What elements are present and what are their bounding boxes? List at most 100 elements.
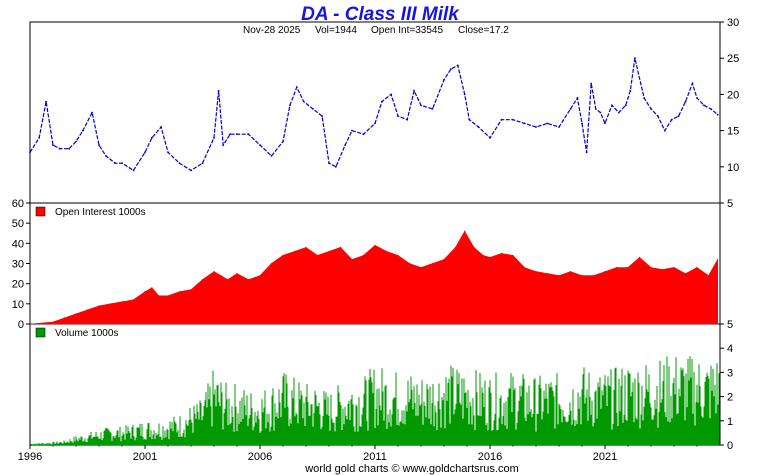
- stat-volume: Vol=1944: [315, 25, 357, 36]
- price-point: [468, 118, 471, 121]
- open-interest-point: [500, 252, 503, 254]
- open-interest-point: [270, 262, 273, 265]
- price-point: [390, 93, 392, 96]
- open-interest-point: [638, 256, 641, 258]
- open-interest-point: [558, 275, 560, 277]
- open-interest-point: [98, 305, 100, 307]
- open-interest-point: [86, 309, 89, 311]
- open-interest-point: [158, 295, 160, 297]
- price-point: [629, 89, 632, 92]
- price-point: [282, 140, 284, 143]
- price-point: [696, 97, 698, 99]
- price-point: [59, 147, 61, 150]
- price-point: [259, 144, 261, 147]
- open-interest-point: [328, 250, 330, 252]
- price-point: [178, 162, 181, 165]
- open-interest-point: [717, 258, 719, 261]
- price-point: [634, 57, 636, 60]
- open-interest-point: [546, 273, 549, 275]
- open-interest-point: [627, 266, 629, 269]
- price-point: [132, 169, 135, 172]
- price-point: [489, 136, 491, 139]
- price-point: [121, 162, 123, 165]
- open-interest-left-tick-label: 20: [12, 279, 24, 291]
- price-point: [523, 122, 526, 125]
- price-point: [38, 136, 41, 139]
- price-point: [289, 104, 291, 107]
- price-right-tick-label: 10: [727, 162, 739, 174]
- x-tick-label: 2011: [363, 451, 387, 463]
- open-interest-point: [661, 269, 664, 271]
- open-interest-point: [385, 250, 388, 252]
- x-tick-label: 1996: [18, 451, 42, 463]
- price-point: [217, 89, 220, 92]
- price-point: [581, 122, 583, 125]
- price-point: [576, 97, 579, 99]
- open-interest-point: [581, 275, 583, 277]
- price-point: [381, 100, 383, 103]
- open-interest-point: [696, 266, 698, 269]
- open-interest-point: [339, 246, 342, 248]
- volume-right-tick-label: 2: [727, 392, 733, 404]
- price-point: [362, 133, 365, 136]
- open-interest-point: [144, 291, 146, 293]
- price-point: [604, 122, 606, 125]
- open-interest-point: [247, 279, 250, 281]
- price-point: [151, 136, 153, 139]
- open-interest-left-tick-label: 30: [12, 259, 24, 271]
- price-point: [590, 82, 593, 85]
- price-point: [512, 118, 514, 121]
- price-point: [703, 104, 705, 107]
- price-point: [406, 118, 409, 121]
- open-interest-point: [443, 258, 445, 261]
- open-interest-point: [454, 246, 457, 248]
- open-interest-point: [362, 254, 365, 256]
- open-interest-point: [374, 244, 376, 246]
- price-point: [558, 126, 560, 128]
- open-interest-point: [592, 275, 595, 277]
- price-point: [98, 144, 100, 147]
- chart-title: DA - Class III Milk: [301, 4, 460, 25]
- price-point: [114, 162, 116, 165]
- open-interest-point: [523, 266, 526, 269]
- price-point: [52, 144, 54, 147]
- x-tick-label: 2016: [478, 451, 502, 463]
- volume-series-group: [30, 356, 720, 445]
- price-point: [650, 108, 652, 110]
- price-point: [201, 162, 204, 165]
- price-point: [670, 118, 673, 121]
- price-point: [477, 126, 480, 128]
- stat-close: Close=17.2: [458, 25, 509, 36]
- open-interest-point: [132, 299, 135, 301]
- stat-date: Nov-28 2025: [243, 25, 301, 36]
- open-interest-point: [650, 266, 652, 269]
- price-point: [599, 111, 602, 114]
- price-point: [594, 108, 597, 110]
- price-series-group: [29, 57, 719, 172]
- price-point: [677, 115, 680, 117]
- open-interest-point: [684, 273, 687, 275]
- price-right-tick-label: 15: [727, 126, 739, 138]
- price-point: [321, 115, 323, 117]
- open-interest-point: [482, 254, 484, 256]
- open-interest-legend-swatch: [35, 206, 46, 217]
- price-right-tick-label: 5: [727, 198, 733, 210]
- open-interest-point: [213, 271, 215, 273]
- price-point: [247, 133, 250, 136]
- open-interest-point: [236, 273, 238, 275]
- open-interest-point: [351, 258, 353, 261]
- open-interest-point: [464, 230, 466, 232]
- price-point: [295, 86, 298, 89]
- open-interest-point: [220, 275, 222, 277]
- price-point: [569, 108, 572, 110]
- open-interest-point: [604, 271, 606, 273]
- volume-right-tick-label: 4: [727, 343, 733, 355]
- open-interest-left-tick-label: 40: [12, 238, 24, 250]
- open-interest-point: [316, 254, 319, 256]
- price-point: [328, 162, 330, 165]
- price-panel: [29, 21, 721, 204]
- stat-open-interest: Open Int=33545: [371, 25, 443, 36]
- open-interest-left-tick-label: 10: [12, 299, 24, 311]
- x-tick-label: 2001: [133, 451, 157, 463]
- price-point: [691, 82, 694, 85]
